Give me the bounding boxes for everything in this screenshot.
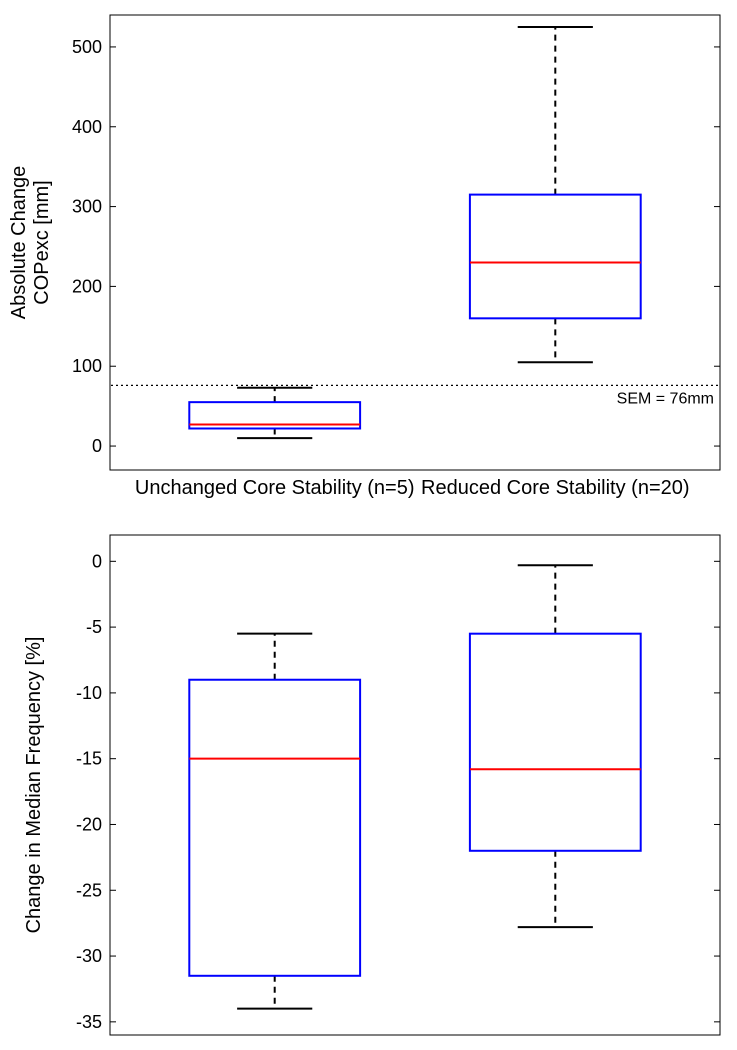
box xyxy=(470,634,641,851)
box xyxy=(470,195,641,319)
y-tick-label: 0 xyxy=(92,436,102,456)
y-tick-label: 300 xyxy=(72,197,102,217)
y-tick-label: -5 xyxy=(86,617,102,637)
category-label: Reduced Core Stability (n=20) xyxy=(421,477,689,499)
bottom-ylabel: Change in Median Frequency [%] xyxy=(23,637,45,934)
y-tick-label: 500 xyxy=(72,37,102,57)
y-tick-label: -10 xyxy=(76,683,102,703)
bottom-axes xyxy=(110,535,720,1035)
y-tick-label: 0 xyxy=(92,551,102,571)
y-tick-label: 400 xyxy=(72,117,102,137)
y-tick-label: -20 xyxy=(76,814,102,834)
box xyxy=(189,680,360,976)
figure-root: 0 100 200 300 400 500 Absolute ChangeCOPexc [m… xyxy=(0,0,737,1050)
y-tick-label: -35 xyxy=(76,1012,102,1032)
y-tick-label: -25 xyxy=(76,880,102,900)
top-ylabel: Absolute Change xyxy=(8,166,30,319)
reference-label: SEM = 76mm xyxy=(617,390,714,407)
category-label: Unchanged Core Stability (n=5) xyxy=(135,477,415,499)
y-tick-label: -30 xyxy=(76,946,102,966)
y-tick-label: -15 xyxy=(76,749,102,769)
y-tick-label: 200 xyxy=(72,276,102,296)
boxplot-svg: 0 100 200 300 400 500 Absolute ChangeCOPexc [m… xyxy=(0,0,737,1050)
y-tick-label: 100 xyxy=(72,356,102,376)
top-ylabel: COPexc [mm] xyxy=(31,180,53,304)
